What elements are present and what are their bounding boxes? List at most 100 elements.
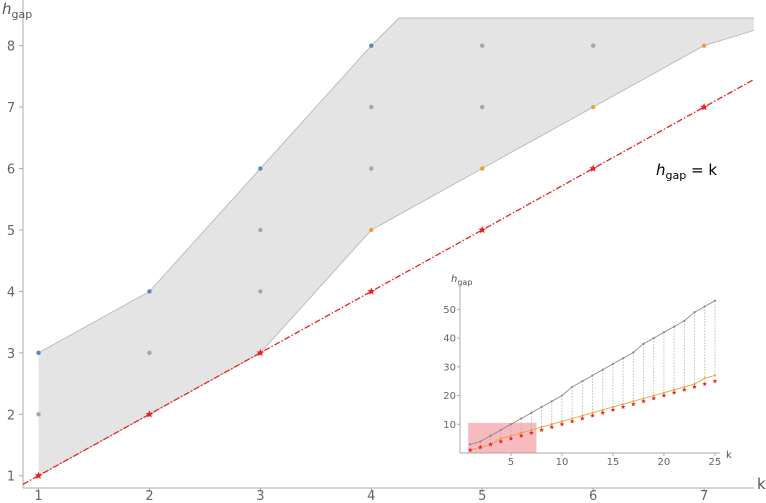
inset-upper-point	[683, 319, 686, 322]
y-tick-label: 4	[7, 285, 15, 300]
inset-x-tick-label: 15	[607, 457, 620, 468]
data-point	[369, 43, 374, 48]
inset-lower-point	[673, 388, 676, 391]
data-point	[480, 43, 485, 48]
x-tick-label: 5	[478, 489, 486, 503]
inset-upper-point	[499, 428, 502, 432]
inset-upper-point	[571, 385, 574, 389]
x-tick-label: 4	[367, 489, 375, 503]
inset-star-marker	[508, 436, 514, 441]
inset-star-marker	[651, 396, 657, 401]
x-tick-label: 2	[145, 489, 153, 503]
data-point	[258, 227, 263, 233]
inset-star-marker	[712, 378, 718, 384]
y-axis-label: hgap	[2, 0, 32, 21]
star-marker	[145, 410, 154, 418]
inset-upper-point	[713, 299, 717, 302]
inset-lower-point	[591, 411, 594, 414]
inset-upper-point	[509, 423, 513, 426]
data-point	[590, 43, 596, 48]
inset-lower-point	[560, 420, 564, 423]
inset-upper-point	[591, 374, 594, 377]
inset-star-marker	[467, 447, 473, 453]
inset-lower-point	[611, 405, 615, 409]
data-point	[36, 412, 41, 417]
x-axis-label: k	[757, 475, 766, 493]
inset-star-marker	[539, 427, 544, 432]
inset-upper-point	[662, 331, 666, 334]
inset-upper-point	[520, 417, 523, 420]
inset-upper-point	[622, 357, 625, 360]
inset-upper-point	[673, 325, 676, 328]
inset-lower-point	[509, 434, 513, 437]
inset-star-marker	[631, 401, 636, 407]
inset-lower-point	[499, 437, 502, 440]
y-tick-label: 7	[7, 101, 15, 116]
inset-star-marker	[600, 410, 606, 415]
y-tick-label: 8	[7, 40, 15, 55]
inset-lower-point	[622, 403, 625, 406]
x-tick-label: 1	[34, 489, 42, 503]
y-tick-label: 1	[7, 470, 15, 485]
inset-y-axis-label: hgap	[451, 274, 472, 287]
inset-upper-point	[530, 411, 533, 414]
inset-star-marker	[610, 407, 616, 412]
inset-star-marker	[518, 433, 524, 438]
inset-lower-point	[713, 374, 717, 377]
inset-y-tick-label: 10	[443, 420, 456, 431]
x-tick-label: 7	[700, 489, 708, 503]
inset-star-marker	[620, 404, 626, 409]
inset-star-marker	[498, 439, 504, 444]
inset-upper-point	[550, 400, 553, 403]
data-point	[369, 227, 374, 233]
inset-upper-point	[703, 305, 706, 308]
inset-lower-point	[520, 431, 523, 434]
inset-x-tick-label: 5	[508, 457, 514, 468]
data-point	[701, 43, 707, 48]
inset-upper-point	[652, 336, 655, 340]
data-point	[258, 289, 263, 294]
inset-lower-point	[571, 417, 574, 420]
inset-x-tick-label: 25	[709, 457, 722, 468]
inset-lower-point	[642, 397, 645, 400]
inset-x-tick-label: 10	[556, 457, 569, 468]
inset-upper-point	[693, 311, 696, 314]
inset-star-marker	[671, 390, 677, 395]
inset-y-tick-label: 30	[443, 362, 456, 373]
star-marker	[478, 225, 487, 234]
inset-y-tick-label: 20	[443, 391, 456, 402]
inset-upper-point	[601, 368, 604, 371]
x-tick-label: 3	[256, 489, 264, 503]
y-tick-label: 2	[7, 408, 15, 423]
inset-star-marker	[529, 430, 534, 435]
line-annotation: hgap = k	[656, 161, 717, 182]
data-point	[590, 104, 596, 110]
inset-star-marker	[590, 413, 595, 418]
inset-star-marker	[478, 444, 483, 450]
y-tick-label: 3	[7, 347, 15, 362]
inset-star-marker	[702, 381, 707, 386]
inset-star-marker	[559, 421, 565, 427]
data-point	[369, 104, 374, 110]
inset-lower-point	[693, 382, 696, 386]
inset-upper-point	[540, 405, 543, 409]
inset-x-axis-label: k	[726, 450, 732, 461]
inset-upper-point	[489, 434, 492, 437]
inset-lower-point	[683, 385, 686, 389]
inset-star-marker	[682, 387, 687, 392]
star-marker	[34, 471, 43, 479]
data-point	[147, 350, 152, 356]
data-point	[258, 166, 263, 171]
inset-y-tick-label: 40	[443, 334, 456, 345]
inset-upper-point	[469, 443, 472, 446]
inset-star-marker	[549, 424, 555, 430]
data-point	[147, 289, 152, 294]
inset-star-marker	[661, 393, 667, 398]
inset-y-tick-label: 50	[443, 305, 456, 316]
inset-lower-point	[662, 391, 666, 394]
inset-star-marker	[692, 384, 697, 389]
inset-upper-point	[632, 351, 635, 354]
inset-lower-point	[652, 394, 655, 397]
inset-star-marker	[641, 398, 646, 404]
inset-star-marker	[580, 416, 585, 421]
